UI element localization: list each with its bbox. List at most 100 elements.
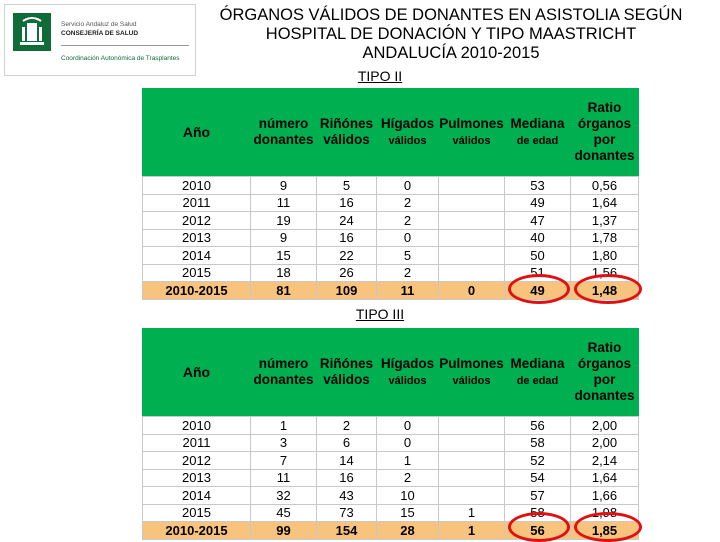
table-row: 2015 18 26 2 51 1,56 (142, 263, 639, 282)
cell-ratio: 1,64 (570, 193, 639, 212)
table-row: 2015 45 73 15 1 58 1,98 (142, 503, 639, 522)
cell-lungs (438, 263, 505, 282)
cell-livers: 0 (376, 433, 439, 452)
cell-kidneys: 43 (316, 486, 377, 505)
cell-median-age: 57 (504, 486, 571, 505)
cell-year: 2013 (142, 228, 251, 247)
cell-kidneys: 6 (316, 433, 377, 452)
cell-donors: 9 (250, 176, 317, 195)
cell-lungs (438, 468, 505, 487)
header-median-age: Mediana de edad (504, 328, 571, 417)
table-header-row: Año número donantes Riñónes válidos Hígado… (142, 328, 639, 417)
highlight-circle-ratio-tipo-ii (574, 274, 642, 304)
table-row: 2010 1 2 0 56 2,00 (142, 416, 639, 435)
table-row: 2011 3 6 0 58 2,00 (142, 433, 639, 452)
table-label-tipo-ii: TIPO II (357, 68, 403, 84)
cell-year: 2010 (142, 176, 251, 195)
cell-kidneys: 16 (316, 193, 377, 212)
header-ratio: Ratio órganos por donantes (570, 328, 639, 417)
title-line-2: HOSPITAL DE DONACIÓN Y TIPO MAASTRICHT (265, 25, 637, 43)
cell-kidneys: 16 (316, 468, 377, 487)
cell-donors: 11 (250, 468, 317, 487)
cell-ratio: 0,56 (570, 176, 639, 195)
cell-lungs (438, 451, 505, 470)
table-row: 2013 9 16 0 40 1,78 (142, 228, 639, 247)
table-row: 2010 9 5 0 53 0,56 (142, 176, 639, 195)
cell-donors: 18 (250, 263, 317, 282)
cell-year: 2010-2015 (142, 281, 251, 300)
cell-donors: 32 (250, 486, 317, 505)
cell-donors: 11 (250, 193, 317, 212)
highlight-circle-median-tipo-ii (508, 274, 570, 304)
highlight-circle-ratio-tipo-iii (574, 512, 642, 542)
cell-livers: 0 (376, 416, 439, 435)
header-year: Año (142, 328, 251, 417)
cell-kidneys: 154 (316, 521, 377, 540)
cell-livers: 0 (376, 228, 439, 247)
cell-year: 2015 (142, 263, 251, 282)
cell-kidneys: 73 (316, 503, 377, 522)
cell-year: 2012 (142, 211, 251, 230)
cell-median-age: 54 (504, 468, 571, 487)
cell-livers: 11 (376, 281, 439, 300)
cell-kidneys: 109 (316, 281, 377, 300)
header-year: Año (142, 88, 251, 177)
cell-kidneys: 24 (316, 211, 377, 230)
cell-kidneys: 14 (316, 451, 377, 470)
cell-median-age: 47 (504, 211, 571, 230)
cell-median-age: 49 (504, 193, 571, 212)
cell-lungs (438, 416, 505, 435)
cell-lungs (438, 193, 505, 212)
table-label-tipo-iii: TIPO III (355, 306, 405, 322)
cell-median-age: 56 (504, 416, 571, 435)
cell-median-age: 58 (504, 433, 571, 452)
cell-kidneys: 2 (316, 416, 377, 435)
cell-livers: 2 (376, 263, 439, 282)
cell-lungs: 1 (438, 521, 505, 540)
cell-lungs (438, 211, 505, 230)
cell-donors: 9 (250, 228, 317, 247)
cell-lungs (438, 176, 505, 195)
cell-year: 2014 (142, 246, 251, 265)
table-row: 2014 15 22 5 50 1,80 (142, 246, 639, 265)
cell-livers: 10 (376, 486, 439, 505)
cell-year: 2011 (142, 433, 251, 452)
logo-line-service: Servicio Andaluz de Salud (61, 21, 137, 28)
table-row: 2013 11 16 2 54 1,64 (142, 468, 639, 487)
cell-median-age: 53 (504, 176, 571, 195)
cell-donors: 81 (250, 281, 317, 300)
cell-livers: 5 (376, 246, 439, 265)
logo-divider (61, 45, 189, 46)
cell-ratio: 1,64 (570, 468, 639, 487)
cell-donors: 3 (250, 433, 317, 452)
cell-median-age: 52 (504, 451, 571, 470)
header-livers: Hígados válidos (376, 88, 439, 177)
cell-ratio: 2,00 (570, 416, 639, 435)
logo-line-ministry: CONSEJERÍA DE SALUD (61, 30, 139, 37)
cell-ratio: 1,80 (570, 246, 639, 265)
cell-median-age: 40 (504, 228, 571, 247)
cell-donors: 1 (250, 416, 317, 435)
cell-livers: 2 (376, 211, 439, 230)
table-row: 2014 32 43 10 57 1,66 (142, 486, 639, 505)
highlight-circle-median-tipo-iii (508, 512, 570, 542)
cell-livers: 2 (376, 468, 439, 487)
header-median-age: Mediana de edad (504, 88, 571, 177)
cell-donors: 45 (250, 503, 317, 522)
data-table-tipo-ii: Año número donantes Riñónes válidos Hígado… (142, 88, 639, 300)
title-line-3: ANDALUCÍA 2010-2015 (362, 44, 540, 62)
header-livers: Hígados válidos (376, 328, 439, 417)
cell-ratio: 2,14 (570, 451, 639, 470)
cell-donors: 19 (250, 211, 317, 230)
slide-title: ÓRGANOS VÁLIDOS DE DONANTES EN ASISTOLIA… (212, 6, 690, 63)
table-header-row: Año número donantes Riñónes válidos Hígado… (142, 88, 639, 177)
cell-ratio: 2,00 (570, 433, 639, 452)
cell-year: 2015 (142, 503, 251, 522)
cell-lungs (438, 433, 505, 452)
cell-lungs: 0 (438, 281, 505, 300)
cell-lungs: 1 (438, 503, 505, 522)
cell-ratio: 1,37 (570, 211, 639, 230)
cell-livers: 0 (376, 176, 439, 195)
cell-livers: 2 (376, 193, 439, 212)
cell-year: 2010-2015 (142, 521, 251, 540)
